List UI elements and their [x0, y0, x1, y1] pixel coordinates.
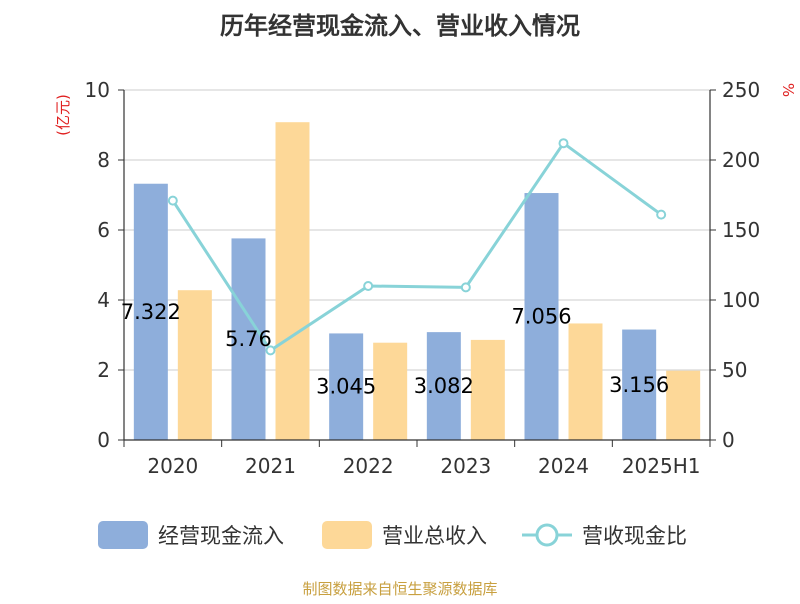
left-axis-ticks: 0 2 4 6 8 10 [85, 78, 124, 452]
right-tick-label: 100 [722, 288, 760, 312]
x-tick-label: 2021 [245, 454, 296, 478]
data-labels: 7.322 5.76 3.045 3.082 7.056 3.156 [121, 300, 669, 399]
left-tick-label: 10 [85, 78, 110, 102]
data-label-cash-inflow: 3.156 [609, 373, 669, 397]
left-tick-label: 0 [97, 428, 110, 452]
chart-title: 历年经营现金流入、营业收入情况 [220, 12, 580, 40]
bar-cash-inflow [329, 333, 364, 440]
bar-revenue [275, 122, 310, 440]
bar-revenue [373, 342, 408, 440]
legend-swatch-ratio-marker [535, 523, 559, 547]
bar-revenue [470, 339, 505, 440]
bar-revenue [568, 323, 603, 440]
right-tick-label: 0 [722, 428, 735, 452]
left-tick-label: 4 [97, 288, 110, 312]
grid-lines [124, 89, 710, 371]
right-tick-label: 250 [722, 78, 760, 102]
data-label-cash-inflow: 7.056 [511, 305, 571, 329]
data-label-cash-inflow: 7.322 [121, 300, 181, 324]
right-tick-label: 150 [722, 218, 760, 242]
legend-swatch-revenue [322, 521, 372, 549]
legend-swatch-cash-inflow [98, 521, 148, 549]
x-tick-label: 2024 [538, 454, 589, 478]
x-tick-label: 2023 [440, 454, 491, 478]
right-tick-label: 200 [722, 148, 760, 172]
data-label-cash-inflow: 3.082 [414, 374, 474, 398]
right-axis-ticks: 0 50 100 150 200 250 [710, 78, 760, 452]
x-tick-label: 2025H1 [622, 454, 701, 478]
ratio-line-path [171, 141, 663, 353]
ratio-point [167, 195, 178, 206]
ratio-point [656, 209, 667, 220]
data-label-cash-inflow: 5.76 [225, 327, 272, 351]
x-tick-label: 2022 [343, 454, 394, 478]
bar-cash-inflow [524, 193, 559, 440]
right-tick-label: 50 [722, 358, 747, 382]
legend: 经营现金流入 营业总收入 营收现金比 [98, 521, 687, 549]
ratio-line [167, 138, 667, 356]
left-axis-unit: (亿元) [54, 94, 72, 136]
ratio-point [363, 281, 374, 291]
data-source-note: 制图数据来自恒生聚源数据库 [302, 580, 497, 598]
ratio-point [558, 138, 569, 149]
left-tick-label: 6 [97, 218, 110, 242]
left-tick-label: 8 [97, 148, 110, 172]
right-axis-unit: % [779, 83, 797, 97]
legend-label-ratio: 营收现金比 [582, 524, 687, 548]
legend-label-revenue: 营业总收入 [382, 524, 487, 548]
ratio-point [265, 345, 276, 356]
bar-revenue [177, 290, 212, 440]
ratio-point [460, 282, 471, 293]
bar-cash-inflow [426, 332, 461, 440]
bar-cash-inflow [231, 238, 266, 440]
bar-cash-inflow [622, 329, 657, 440]
data-label-cash-inflow: 3.045 [316, 375, 376, 399]
x-tick-label: 2020 [147, 454, 198, 478]
bar-cash-inflow [133, 183, 168, 441]
x-axis-ticks: 2020 2021 2022 2023 2024 2025H1 [123, 440, 711, 478]
left-tick-label: 2 [97, 358, 110, 382]
bar-revenue [666, 370, 701, 440]
legend-label-cash-inflow: 经营现金流入 [158, 524, 284, 548]
bars [133, 122, 701, 441]
